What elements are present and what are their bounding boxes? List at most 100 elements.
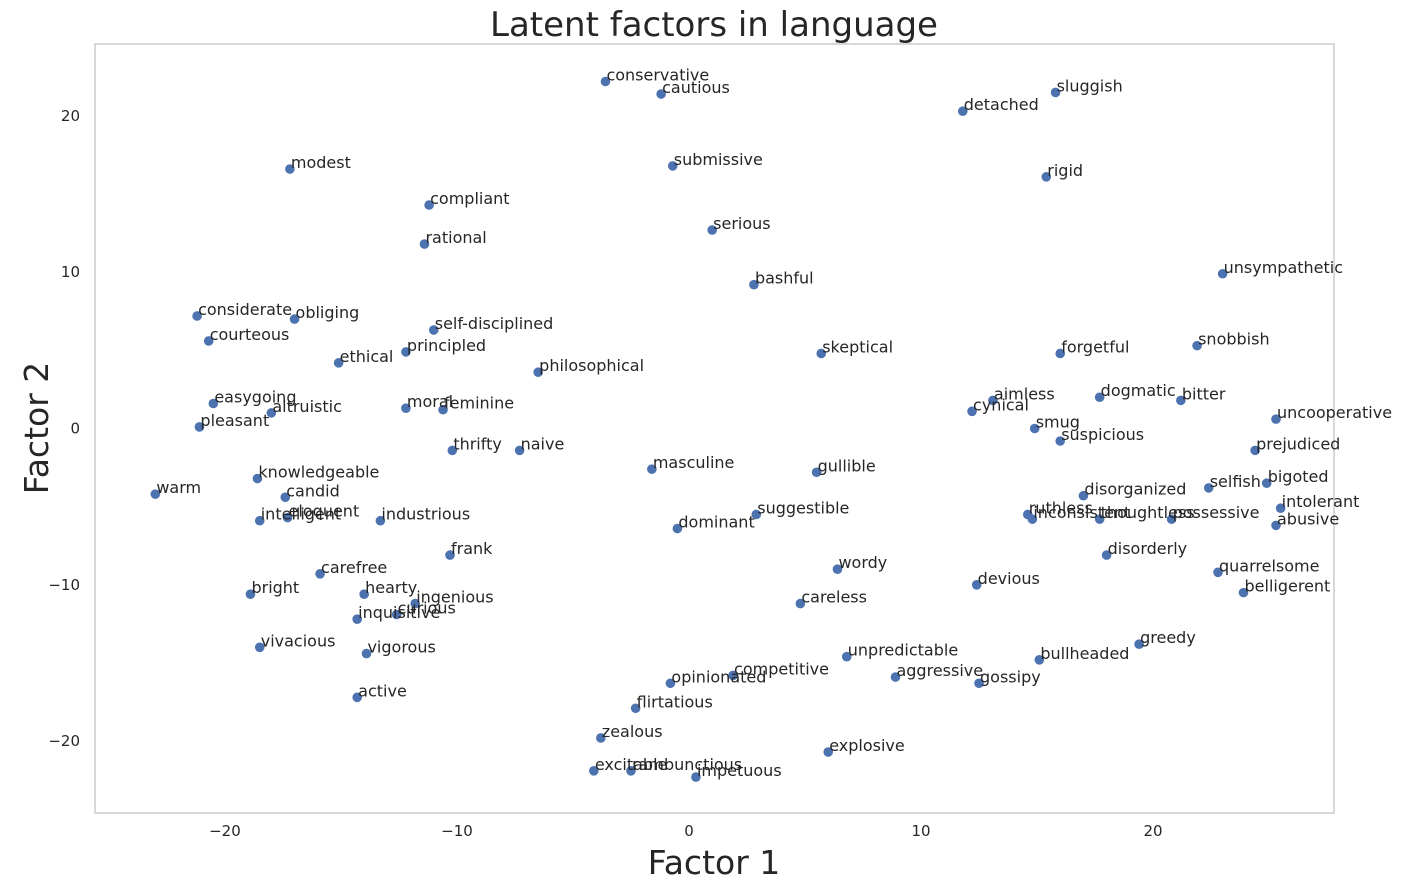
point-label: thrifty <box>453 434 502 453</box>
data-point <box>630 703 641 714</box>
plot-frame <box>94 43 1335 814</box>
data-point <box>811 467 822 478</box>
point-label: detached <box>964 95 1039 114</box>
data-point <box>285 164 295 174</box>
point-label: courteous <box>210 325 290 344</box>
data-point <box>672 523 683 534</box>
point-label: bigoted <box>1268 467 1329 486</box>
data-point <box>514 445 525 456</box>
y-tick-label: 0 <box>70 420 80 438</box>
point-label: disorganized <box>1084 480 1186 499</box>
data-point <box>208 398 219 409</box>
point-label: conservative <box>606 66 709 85</box>
data-point <box>1176 395 1186 406</box>
data-point <box>252 473 263 484</box>
data-point <box>971 580 982 590</box>
y-axis-label: Factor 2 <box>17 362 56 495</box>
point-label: bashful <box>755 269 814 288</box>
data-point <box>1250 445 1260 456</box>
point-label: gossipy <box>980 667 1041 686</box>
point-label: disorderly <box>1108 539 1188 558</box>
data-point <box>192 311 202 321</box>
data-point <box>707 225 717 235</box>
data-point <box>533 367 543 378</box>
point-label: pleasant <box>200 411 269 430</box>
point-label: rigid <box>1047 161 1083 180</box>
point-label: frank <box>451 539 493 558</box>
x-tick-label: −10 <box>441 822 473 840</box>
point-label: snobbish <box>1198 330 1270 349</box>
point-label: vivacious <box>261 631 336 650</box>
data-point <box>1217 268 1228 279</box>
data-point <box>647 464 657 474</box>
point-label: bullheaded <box>1040 644 1129 663</box>
point-label: intolerant <box>1282 492 1360 511</box>
point-label: opinionated <box>671 667 766 686</box>
point-label: cautious <box>662 78 730 97</box>
y-tick-label: 10 <box>61 263 80 281</box>
data-point <box>194 422 205 432</box>
data-point <box>1238 587 1249 598</box>
data-point <box>600 76 611 87</box>
y-tick-label: 20 <box>61 107 80 125</box>
x-axis-label: Factor 1 <box>648 843 781 882</box>
point-label: submissive <box>674 150 763 169</box>
data-point <box>1166 514 1177 524</box>
data-point <box>333 358 344 368</box>
data-point <box>832 564 843 574</box>
x-axis-ticks: −20 −10 0 10 20 <box>209 822 1162 840</box>
data-point <box>988 395 998 406</box>
point-label: unsympathetic <box>1224 258 1343 277</box>
point-label: forgetful <box>1061 337 1129 356</box>
data-point <box>428 325 439 335</box>
point-label: masculine <box>653 453 735 472</box>
data-point <box>1261 478 1272 489</box>
data-point <box>359 589 369 599</box>
data-point <box>626 765 636 776</box>
point-label: compliant <box>430 189 509 208</box>
point-label: excitable <box>595 755 668 774</box>
data-point <box>1271 414 1281 424</box>
data-point <box>1094 392 1105 403</box>
data-point <box>254 515 265 526</box>
x-tick-label: −20 <box>209 822 241 840</box>
data-point <box>254 642 265 653</box>
point-label: dogmatic <box>1101 381 1176 400</box>
point-label: inquisitive <box>358 603 440 622</box>
point-label: inconsistent <box>1033 503 1130 522</box>
point-label: ethical <box>340 347 394 366</box>
data-point <box>1203 483 1214 493</box>
data-point <box>1055 348 1066 359</box>
y-tick-label: −20 <box>48 732 80 750</box>
point-label: smug <box>1036 413 1080 432</box>
point-label: prejudiced <box>1256 434 1340 453</box>
point-label: cynical <box>973 395 1029 414</box>
point-label: modest <box>291 153 351 172</box>
point-label: aggressive <box>896 661 983 680</box>
point-label: serious <box>713 214 770 233</box>
point-label: ruthless <box>1029 498 1093 517</box>
data-point <box>751 509 762 520</box>
point-label: naive <box>521 434 565 453</box>
point-label: impetuous <box>697 761 782 780</box>
data-point <box>890 672 901 682</box>
data-point <box>391 609 402 620</box>
point-label: vigorous <box>367 638 435 657</box>
y-axis-ticks: −20 −10 0 10 20 <box>48 107 80 750</box>
data-point <box>203 336 214 346</box>
data-point <box>967 406 977 417</box>
data-point <box>667 161 678 171</box>
point-label: industrious <box>381 505 470 524</box>
point-label: active <box>358 681 407 700</box>
point-label: sluggish <box>1057 76 1123 95</box>
point-label: wordy <box>838 553 887 572</box>
point-label: possessive <box>1173 503 1260 522</box>
point-label: suggestible <box>757 498 849 517</box>
data-point <box>352 614 362 624</box>
point-label: obliging <box>296 303 360 322</box>
point-label: rational <box>425 228 486 247</box>
point-label: easygoing <box>214 387 296 406</box>
data-point <box>1192 340 1202 351</box>
